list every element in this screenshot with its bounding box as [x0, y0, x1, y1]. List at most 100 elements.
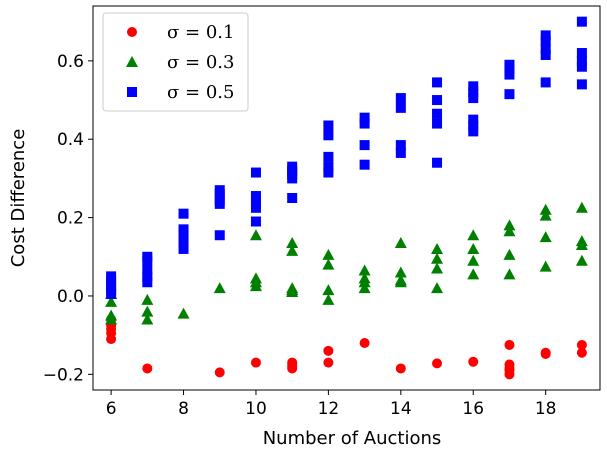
- blue-square-point: [250, 216, 261, 227]
- green-triangle-point: [575, 239, 588, 251]
- blue-square-point: [576, 16, 587, 27]
- blue-square-point: [142, 265, 153, 276]
- green-triangle-point: [286, 237, 299, 249]
- red-circle-point: [504, 369, 515, 380]
- red-circle-point: [142, 363, 153, 374]
- legend-marker-triangle: [126, 56, 138, 67]
- green-triangle-point: [322, 258, 335, 270]
- green-triangle-point: [322, 284, 335, 296]
- blue-square-point: [250, 167, 261, 178]
- red-circle-point: [432, 358, 443, 369]
- y-tick-label: 0.4: [57, 130, 84, 150]
- green-triangle-point: [177, 307, 190, 319]
- green-triangle-point: [394, 276, 407, 288]
- green-triangle-point: [503, 225, 516, 237]
- red-circle-point: [250, 357, 261, 368]
- legend-marker-circle: [127, 27, 137, 37]
- green-triangle-point: [431, 282, 444, 294]
- green-triangle-point: [105, 295, 118, 307]
- red-circle-point: [504, 339, 515, 350]
- green-triangle-point: [213, 282, 226, 294]
- green-triangle-point: [431, 242, 444, 254]
- blue-square-point: [468, 114, 479, 125]
- blue-square-point: [142, 277, 153, 288]
- blue-square-point: [540, 49, 551, 60]
- legend-label: σ = 0.5: [167, 82, 234, 103]
- green-triangle-point: [141, 305, 154, 317]
- red-circle-point: [359, 337, 370, 348]
- blue-square-point: [432, 77, 443, 88]
- blue-square-point: [323, 167, 334, 178]
- legend: σ = 0.1 σ = 0.3 σ = 0.5: [102, 12, 249, 112]
- y-tick-label: 0.0: [57, 287, 84, 307]
- blue-square-point: [504, 69, 515, 80]
- blue-square-point: [214, 189, 225, 200]
- green-triangle-point: [394, 237, 407, 249]
- red-circle-point: [214, 367, 225, 378]
- x-tick-label: 8: [178, 399, 189, 419]
- blue-square-point: [359, 112, 370, 123]
- green-triangle-point: [249, 229, 262, 241]
- blue-square-point: [178, 236, 189, 247]
- green-triangle-point: [141, 293, 154, 305]
- red-circle-point: [395, 363, 406, 374]
- blue-square-point: [250, 196, 261, 207]
- blue-square-point: [359, 140, 370, 151]
- blue-square-point: [178, 243, 189, 254]
- y-tick-label: −0.2: [43, 365, 84, 385]
- green-triangle-point: [286, 286, 299, 298]
- blue-square-point: [323, 161, 334, 172]
- green-triangle-point: [467, 242, 480, 254]
- blue-square-point: [395, 93, 406, 104]
- blue-square-point: [359, 118, 370, 129]
- blue-square-point: [395, 102, 406, 113]
- red-circle-point: [287, 363, 298, 374]
- blue-square-point: [468, 87, 479, 98]
- blue-square-point: [576, 48, 587, 59]
- blue-square-point: [178, 224, 189, 235]
- blue-square-point: [142, 255, 153, 266]
- red-circle-point: [323, 345, 334, 356]
- green-triangle-point: [539, 203, 552, 215]
- y-axis-title: Cost Difference: [8, 129, 29, 268]
- blue-square-point: [395, 140, 406, 151]
- blue-square-point: [468, 93, 479, 104]
- plot-frame: [92, 5, 601, 391]
- x-tick-label: 10: [245, 399, 267, 419]
- blue-square-point: [540, 44, 551, 55]
- green-triangle-point: [105, 313, 118, 325]
- green-triangle-point: [467, 268, 480, 280]
- blue-square-point: [395, 147, 406, 158]
- green-triangle-point: [431, 262, 444, 274]
- blue-square-point: [468, 120, 479, 131]
- green-triangle-point: [467, 254, 480, 266]
- blue-square-point: [432, 108, 443, 119]
- green-triangle-point: [503, 248, 516, 260]
- blue-square-point: [106, 289, 117, 299]
- y-tick-label: 0.2: [57, 209, 84, 229]
- x-tick-label: 12: [318, 399, 340, 419]
- green-triangle-point: [539, 260, 552, 272]
- data-points: [105, 16, 588, 380]
- blue-square-point: [504, 89, 515, 100]
- green-triangle-point: [575, 254, 588, 266]
- x-tick-label: 18: [535, 399, 557, 419]
- blue-square-point: [287, 173, 298, 184]
- blue-square-point: [432, 157, 443, 168]
- red-circle-point: [106, 334, 117, 345]
- blue-square-point: [468, 126, 479, 137]
- legend-marker-square: [127, 87, 137, 97]
- green-triangle-point: [539, 209, 552, 221]
- red-circle-point: [576, 339, 587, 350]
- blue-square-point: [504, 63, 515, 74]
- blue-square-point: [250, 202, 261, 213]
- blue-square-point: [250, 191, 261, 202]
- x-axis-title: Number of Auctions: [263, 428, 442, 449]
- green-triangle-point: [431, 252, 444, 264]
- x-tick-label: 16: [462, 399, 484, 419]
- blue-square-point: [468, 81, 479, 92]
- axis-ticks: 6 8 10 12 14 16 18 −0.2 0.0 0.2 0.4 0.6: [43, 52, 557, 419]
- x-tick-label: 6: [106, 399, 117, 419]
- blue-square-point: [540, 30, 551, 41]
